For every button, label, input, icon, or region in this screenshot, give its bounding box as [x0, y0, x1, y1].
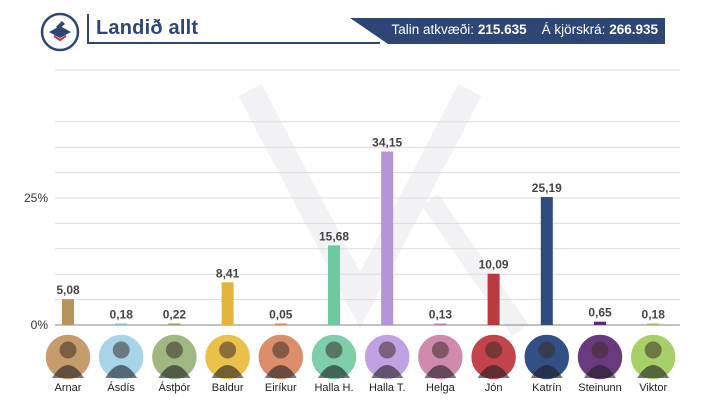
avatar-head-icon	[59, 341, 77, 359]
bar-value-label: 0,05	[269, 308, 293, 322]
candidate-name-label: Halla H.	[314, 382, 354, 394]
avatar-head-icon	[538, 341, 556, 359]
y-tick-label: 25%	[24, 191, 48, 205]
avatar-head-icon	[112, 341, 130, 359]
bar-value-label: 25,19	[532, 181, 562, 195]
candidate-name-label: Viktor	[639, 382, 668, 394]
candidate-name-label: Eiríkur	[264, 382, 297, 394]
candidate-name-label: Jón	[484, 382, 503, 394]
candidate-name-label: Katrín	[532, 382, 562, 394]
candidate-name-label: Halla T.	[368, 382, 406, 394]
registered-label: Á kjörskrá:	[541, 22, 606, 37]
stats-text: Talin atkvæði: 215.635 Á kjörskrá: 266.9…	[392, 22, 658, 37]
bar-value-label: 0,65	[588, 306, 612, 320]
counted-label: Talin atkvæði:	[391, 22, 475, 37]
candidate-name-label: Ásdís	[107, 382, 135, 394]
avatar-body-icon	[52, 365, 84, 378]
avatar-head-icon	[378, 341, 396, 359]
avatar-body-icon	[584, 365, 616, 378]
avatar-body-icon	[371, 365, 404, 378]
bar-value-label: 34,15	[372, 136, 402, 150]
bar-value-label: 8,41	[216, 266, 240, 280]
bar-Arnar	[62, 299, 74, 325]
y-tick-label: 0%	[31, 318, 49, 332]
avatar-body-icon	[477, 365, 510, 378]
bar-value-label: 0,13	[429, 308, 453, 322]
avatar-head-icon	[219, 341, 237, 359]
bar-Ásdís	[115, 323, 128, 325]
avatar-body-icon	[211, 365, 244, 378]
avatar-head-icon	[272, 341, 290, 359]
bar-Eiríkur	[274, 323, 287, 325]
ballot-box-logo-icon	[40, 12, 80, 52]
avatar-body-icon	[318, 365, 350, 378]
avatar-body-icon	[530, 365, 563, 378]
title-separator	[87, 14, 89, 44]
avatar-head-icon	[591, 341, 609, 359]
bar-value-label: 0,22	[163, 308, 187, 322]
bar-Baldur	[221, 282, 234, 325]
avatar-body-icon	[424, 365, 457, 378]
bar-Helga	[434, 323, 447, 325]
candidate-name-label: Arnar	[54, 382, 82, 394]
bar-value-label: 0,18	[110, 308, 134, 322]
avatar-body-icon	[105, 365, 138, 378]
candidate-name-label: Baldur	[211, 382, 244, 394]
bar-Steinunn	[594, 321, 606, 325]
page-title: Landið allt	[96, 17, 199, 39]
registered-value: 266.935	[609, 22, 658, 37]
header: Landið allt Talin atkvæði: 215.635 Á kjö…	[0, 0, 713, 70]
bar-value-label: 0,18	[642, 308, 666, 322]
bar-value-label: 15,68	[319, 229, 349, 243]
avatar-body-icon	[637, 365, 670, 378]
bar-value-label: 5,08	[56, 283, 80, 297]
bar-Ástþór	[168, 323, 181, 325]
bar-Viktor	[647, 323, 660, 325]
avatar-head-icon	[644, 341, 662, 359]
candidate-name-label: Helga	[426, 382, 455, 394]
avatar-head-icon	[431, 341, 449, 359]
avatar-head-icon	[165, 341, 183, 359]
bar-Halla T.	[381, 151, 394, 325]
bar-Halla H.	[328, 245, 340, 325]
bar-Katrín	[540, 197, 553, 325]
avatar-head-icon	[325, 341, 343, 359]
avatar-head-icon	[485, 341, 503, 359]
stats-banner	[350, 18, 665, 44]
avatar-body-icon	[264, 365, 297, 378]
title-underline	[88, 42, 380, 44]
counted-value: 215.635	[477, 22, 527, 37]
bar-value-label: 10,09	[479, 258, 509, 272]
candidate-name-label: Ástþór	[158, 382, 191, 394]
avatar-body-icon	[158, 365, 191, 378]
candidate-name-label: Steinunn	[578, 382, 622, 394]
bar-Jón	[487, 273, 500, 325]
